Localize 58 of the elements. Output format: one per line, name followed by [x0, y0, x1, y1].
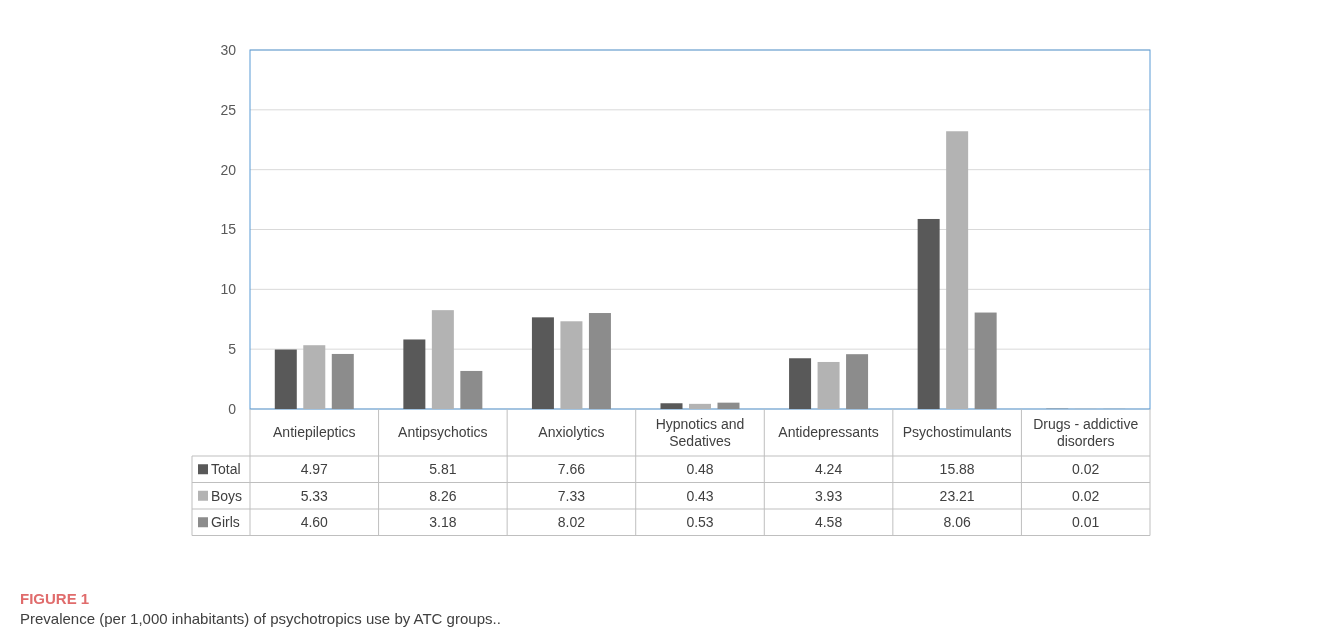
bar	[331, 353, 354, 409]
data-label: 0.53	[686, 514, 714, 531]
legend-label: Total	[211, 461, 241, 478]
data-label: 0.02	[1072, 487, 1100, 504]
data-label: 15.88	[939, 461, 975, 478]
bar	[689, 403, 711, 409]
data-label: 4.58	[814, 514, 843, 531]
data-label: 5.81	[429, 461, 457, 478]
bar	[946, 131, 969, 409]
bar	[431, 310, 454, 409]
bar	[403, 339, 426, 409]
text: Prevalence (per 1,000 inhabitants) of psychotropics use by ATC groups..	[20, 610, 501, 627]
caption: FIGURE 1	[20, 590, 90, 607]
bar	[274, 349, 297, 409]
bar	[531, 317, 554, 409]
x-tick-label: Anxiolytics	[538, 424, 605, 441]
data-label: 4.24	[814, 461, 843, 478]
data-label: 4.97	[300, 461, 329, 478]
data-label: 7.66	[557, 461, 586, 478]
data-label: 3.18	[429, 514, 457, 531]
y-tick-label: 0	[228, 400, 237, 417]
bar	[974, 312, 997, 409]
bar	[560, 321, 583, 409]
data-label: 8.02	[557, 514, 586, 531]
x-tick-label: Drugs - addictive disorders	[1033, 415, 1139, 449]
y-tick-label: 10	[220, 281, 237, 298]
x-tick-label: Psychostimulants	[902, 424, 1012, 441]
bar	[789, 358, 812, 409]
y-tick-label: 30	[220, 41, 237, 58]
x-tick-label: Antiepileptics	[273, 424, 356, 441]
data-label: 0.43	[686, 487, 714, 504]
data-label: 3.93	[814, 487, 843, 504]
data-label: 4.60	[300, 514, 329, 531]
legend-label: Girls	[211, 514, 240, 531]
y-tick-label: 20	[220, 161, 237, 178]
bar	[660, 403, 683, 409]
x-tick-label: Hypnotics and Sedatives	[655, 415, 745, 449]
data-label: 5.33	[300, 487, 329, 504]
data-label: 0.02	[1072, 461, 1100, 478]
y-tick-label: 5	[228, 341, 237, 358]
bar	[717, 402, 740, 409]
data-label: 23.21	[939, 487, 975, 504]
y-tick-label: 25	[220, 101, 237, 118]
bar	[846, 354, 869, 409]
bar	[588, 313, 611, 409]
bar	[460, 370, 483, 409]
bar	[917, 218, 940, 409]
legend-label: Boys	[211, 487, 243, 504]
bar	[303, 345, 326, 409]
y-tick-label: 15	[220, 221, 237, 238]
bar	[817, 361, 840, 409]
x-tick-label: Antipsychotics	[398, 424, 488, 441]
data-label: 8.06	[943, 514, 971, 531]
x-tick-label: Antidepressants	[778, 424, 879, 441]
data-label: 0.48	[686, 461, 714, 478]
data-label: 7.33	[557, 487, 586, 504]
data-label: 8.26	[429, 487, 457, 504]
data-label: 0.01	[1072, 514, 1100, 531]
